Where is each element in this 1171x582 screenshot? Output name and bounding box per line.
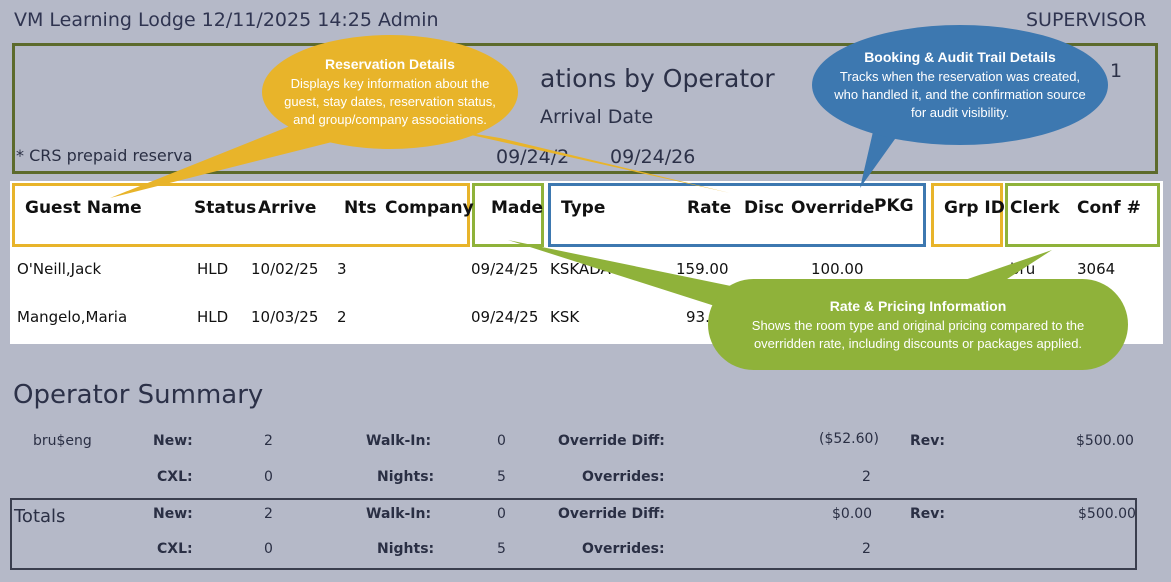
- overrides-label: Overrides:: [582, 469, 665, 485]
- col-status[interactable]: Status: [194, 198, 257, 218]
- totals-walkin-value: 0: [497, 506, 506, 522]
- totals-new-value: 2: [264, 506, 273, 522]
- cell-conf: 3064: [1077, 260, 1116, 278]
- totals-box: [10, 498, 1137, 570]
- callout-body: Displays key information about the guest…: [284, 76, 496, 127]
- report-title: ations by Operator: [540, 64, 775, 93]
- app-header-title: VM Learning Lodge 12/11/2025 14:25 Admin: [14, 9, 439, 31]
- totals-cxl-value: 0: [264, 541, 273, 557]
- user-role-label: SUPERVISOR: [1026, 9, 1147, 31]
- cell-override: 100.00: [811, 260, 864, 278]
- override-diff-label: Override Diff:: [558, 433, 665, 449]
- cell-status: HLD: [197, 260, 229, 278]
- cell-arrive: 10/02/25: [251, 260, 319, 278]
- cell-rate: 159.00: [676, 260, 729, 278]
- totals-overrides-label: Overrides:: [582, 541, 665, 557]
- table-row[interactable]: Mangelo,Maria HLD 10/03/25 2 09/24/25 KS…: [10, 296, 1163, 344]
- totals-new-label: New:: [153, 506, 193, 522]
- booking-audit-callout: Booking & Audit Trail Details Tracks whe…: [812, 25, 1108, 145]
- col-conf[interactable]: Conf #: [1077, 198, 1141, 218]
- totals-rev-value: $500.00: [1078, 506, 1136, 522]
- cell-status: HLD: [197, 308, 229, 326]
- reservation-callout-pointer: [110, 122, 340, 198]
- rate-columns-highlight: [548, 183, 926, 247]
- col-company[interactable]: Company: [385, 198, 474, 218]
- cxl-value: 0: [264, 469, 273, 485]
- new-value: 2: [264, 433, 273, 449]
- cell-type: KSK: [550, 308, 580, 326]
- totals-walkin-label: Walk-In:: [366, 506, 432, 522]
- col-override[interactable]: Override: [791, 198, 875, 218]
- crs-note: * CRS prepaid reserva: [16, 146, 193, 165]
- col-grp-id[interactable]: Grp ID: [944, 198, 1005, 218]
- col-rate[interactable]: Rate: [687, 198, 732, 218]
- callout-body: Shows the room type and original pricing…: [751, 317, 1085, 351]
- nights-label: Nights:: [377, 469, 435, 485]
- cell-made: 09/24/25: [471, 308, 539, 326]
- col-nts[interactable]: Nts: [344, 198, 377, 218]
- col-pkg[interactable]: PKG: [874, 196, 914, 216]
- new-label: New:: [153, 433, 193, 449]
- reservation-callout-pointer-2: [440, 128, 730, 193]
- cell-made: 09/24/25: [471, 260, 539, 278]
- overrides-value: 2: [862, 469, 871, 485]
- cxl-label: CXL:: [157, 469, 193, 485]
- nights-value: 5: [497, 469, 506, 485]
- report-subtitle: Arrival Date: [540, 106, 654, 128]
- callout-body: Tracks when the reservation was created,…: [834, 69, 1086, 120]
- date-range-end: 09/24/26: [610, 146, 696, 168]
- grp-column-highlight: [931, 183, 1003, 247]
- totals-override-diff-value: $0.00: [832, 506, 873, 522]
- made-column-highlight: [472, 183, 544, 247]
- rev-label: Rev:: [910, 433, 945, 449]
- totals-cxl-label: CXL:: [157, 541, 193, 557]
- cell-rate: 93.: [686, 308, 710, 326]
- operator-summary-title: Operator Summary: [13, 380, 264, 410]
- totals-overrides-value: 2: [862, 541, 871, 557]
- totals-override-diff-label: Override Diff:: [558, 506, 665, 522]
- walkin-label: Walk-In:: [366, 433, 432, 449]
- reservation-columns-highlight: [12, 183, 470, 247]
- report-title-frame: [12, 43, 1158, 174]
- col-clerk[interactable]: Clerk: [1010, 198, 1060, 218]
- col-made[interactable]: Made: [491, 198, 544, 218]
- column-header-bar: Guest Name Status Arrive Nts Company Mad…: [10, 181, 1163, 249]
- col-type[interactable]: Type: [561, 198, 606, 218]
- cell-arrive: 10/03/25: [251, 308, 319, 326]
- operator-name: bru$eng: [33, 433, 92, 449]
- override-diff-value: ($52.60): [819, 431, 879, 447]
- rev-value: $500.00: [1076, 433, 1134, 449]
- callout-title: Rate & Pricing Information: [829, 297, 1007, 314]
- rate-pricing-callout: Rate & Pricing Information Shows the roo…: [708, 279, 1128, 370]
- callout-title: Reservation Details: [325, 56, 455, 72]
- totals-nights-value: 5: [497, 541, 506, 557]
- cell-nts: 3: [337, 260, 347, 278]
- col-disc[interactable]: Disc: [744, 198, 785, 218]
- cell-guest-name: Mangelo,Maria: [17, 308, 128, 326]
- cell-guest-name: O'Neill,Jack: [17, 260, 102, 278]
- col-arrive[interactable]: Arrive: [258, 198, 317, 218]
- reservation-details-callout: Reservation Details Displays key informa…: [262, 35, 518, 149]
- cell-nts: 2: [337, 308, 347, 326]
- callout-title: Booking & Audit Trail Details: [864, 49, 1056, 65]
- page-number: 1: [1110, 60, 1123, 82]
- totals-nights-label: Nights:: [377, 541, 435, 557]
- clerk-conf-highlight: [1005, 183, 1160, 247]
- totals-label: Totals: [14, 506, 66, 527]
- col-guest-name[interactable]: Guest Name: [25, 198, 142, 218]
- walkin-value: 0: [497, 433, 506, 449]
- totals-rev-label: Rev:: [910, 506, 945, 522]
